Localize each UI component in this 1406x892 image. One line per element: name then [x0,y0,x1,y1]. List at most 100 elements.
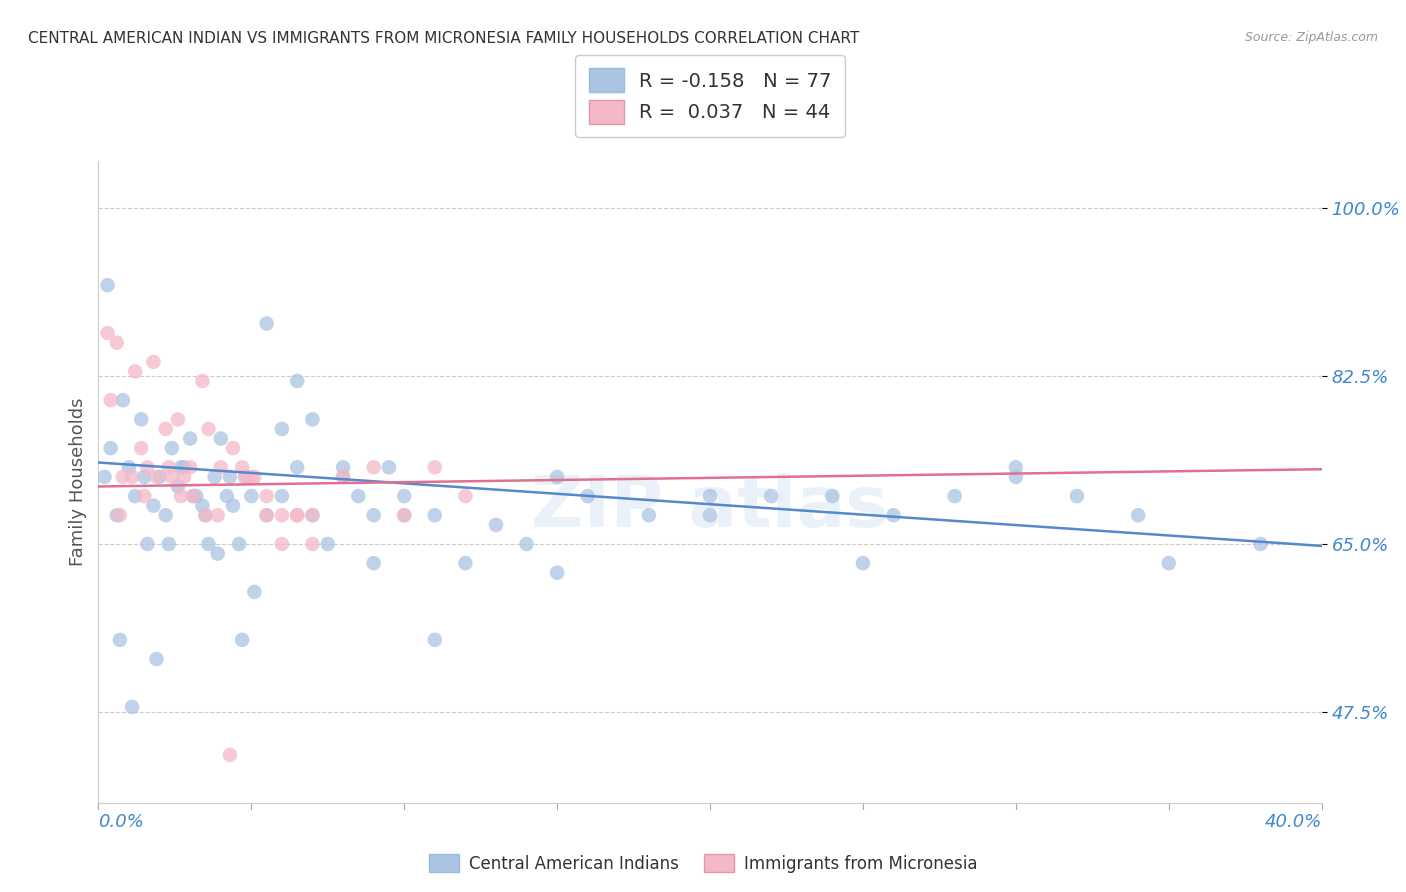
Point [228,537,250,551]
Point [392,508,416,523]
Point [160,470,183,484]
Point [454,556,477,570]
Point [852,556,875,570]
Point [142,355,165,369]
Point [1004,470,1026,484]
Point [363,556,385,570]
Point [256,508,278,523]
Point [699,489,721,503]
Legend: Central American Indians, Immigrants from Micronesia: Central American Indians, Immigrants fro… [422,847,984,880]
Point [347,489,370,503]
Point [270,508,292,523]
Point [170,460,193,475]
Point [270,537,292,551]
Point [301,412,323,426]
Point [167,479,190,493]
Point [100,441,122,455]
Point [155,508,177,523]
Point [231,460,253,475]
Point [108,632,131,647]
Point [93,470,115,484]
Point [219,747,242,762]
Point [100,393,122,408]
Point [121,470,143,484]
Point [167,412,190,426]
Text: 40.0%: 40.0% [1264,813,1322,830]
Point [179,460,201,475]
Point [301,508,323,523]
Point [173,470,195,484]
Point [1249,537,1271,551]
Point [1157,556,1180,570]
Point [256,508,278,523]
Point [285,508,308,523]
Point [142,499,165,513]
Point [243,585,266,599]
Point [157,537,180,551]
Point [191,499,214,513]
Point [285,508,308,523]
Point [121,700,143,714]
Point [363,508,385,523]
Point [1128,508,1150,523]
Point [207,508,229,523]
Point [243,470,266,484]
Point [186,489,208,503]
Point [194,508,217,523]
Point [108,508,131,523]
Point [129,412,152,426]
Point [179,432,201,446]
Y-axis label: Family Households: Family Households [69,398,87,566]
Point [883,508,905,523]
Point [516,537,538,551]
Point [173,460,195,475]
Point [485,517,508,532]
Point [231,632,253,647]
Point [222,441,245,455]
Point [207,547,229,561]
Point [821,489,844,503]
Point [219,470,242,484]
Point [105,508,128,523]
Point [181,489,204,503]
Point [423,508,446,523]
Point [576,489,599,503]
Point [136,537,159,551]
Point [197,537,219,551]
Point [759,489,782,503]
Point [316,537,339,551]
Point [270,422,292,436]
Point [145,652,167,666]
Legend: R = -0.158   N = 77, R =  0.037   N = 44: R = -0.158 N = 77, R = 0.037 N = 44 [575,54,845,137]
Point [209,432,232,446]
Point [136,460,159,475]
Point [194,508,217,523]
Point [943,489,966,503]
Point [233,470,256,484]
Point [332,470,354,484]
Point [423,460,446,475]
Point [170,489,193,503]
Point [129,441,152,455]
Point [222,499,245,513]
Point [423,632,446,647]
Point [157,460,180,475]
Point [118,460,141,475]
Point [240,470,263,484]
Point [111,470,134,484]
Point [124,364,146,378]
Point [204,470,226,484]
Point [301,537,323,551]
Point [285,460,308,475]
Point [1066,489,1088,503]
Point [270,489,292,503]
Point [97,326,120,340]
Point [392,508,416,523]
Point [454,489,477,503]
Point [134,489,156,503]
Point [699,508,721,523]
Point [149,470,172,484]
Point [1004,460,1026,475]
Point [215,489,238,503]
Point [301,508,323,523]
